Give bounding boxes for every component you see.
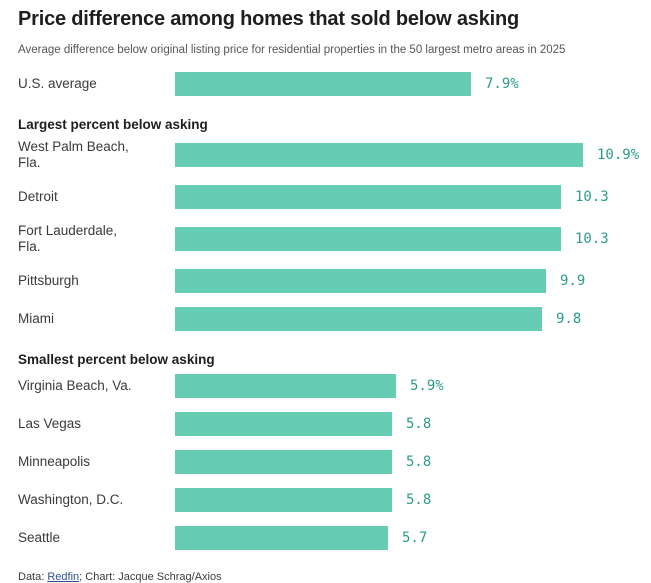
bar [175, 306, 542, 331]
category-label: Fort Lauderdale, Fla. [18, 223, 175, 255]
value-label: 5.8 [406, 453, 432, 470]
bar-area: 5.8 [175, 487, 432, 512]
category-label: Detroit [18, 189, 175, 205]
value-label: 9.9 [560, 272, 586, 289]
bar [175, 142, 583, 167]
section-header: Smallest percent below asking [18, 351, 215, 367]
bar-row: Fort Lauderdale, Fla. 10.3 [18, 223, 633, 255]
bar [175, 411, 392, 436]
chart-subtitle: Average difference below original listin… [18, 44, 566, 56]
bar-area: 5.7 [175, 525, 428, 550]
redfin-link[interactable]: Redfin [47, 570, 80, 583]
section-header: Largest percent below asking [18, 117, 208, 132]
category-label-text: West Palm Beach, Fla. [18, 139, 129, 170]
category-label: Miami [18, 311, 175, 327]
category-label: West Palm Beach, Fla. [18, 139, 175, 171]
category-label-text: Seattle [18, 529, 61, 545]
category-label-text: Pittsburgh [18, 272, 79, 288]
bar-row: Miami 9.8 [18, 306, 633, 331]
bar [175, 449, 392, 474]
value-label: 5.8 [406, 491, 432, 508]
category-label-text: Detroit [18, 188, 58, 204]
footer-suffix: ; Chart: Jacque Schrag/Axios [79, 570, 222, 583]
category-label-text: Washington, D.C. [18, 491, 124, 507]
bar-row: Washington, D.C. 5.8 [18, 487, 633, 512]
bar-area: 10.3 [175, 184, 609, 209]
bar-area: 5.8 [175, 411, 432, 436]
value-label: 9.8 [556, 310, 582, 327]
value-label: 5.9% [410, 377, 444, 394]
chart-title: Price difference among homes that sold b… [18, 8, 520, 30]
value-label: 10.3 [575, 230, 609, 247]
bar-row: Detroit 10.3 [18, 184, 633, 209]
category-label-text: Miami [18, 310, 54, 326]
category-label-text: U.S. average [18, 76, 97, 92]
category-label-text: Minneapolis [18, 453, 91, 469]
bar [175, 72, 471, 96]
bar-area: 7.9% [175, 72, 519, 96]
category-label: Minneapolis [18, 454, 175, 470]
bar [175, 487, 392, 512]
category-label: U.S. average [18, 76, 175, 92]
footer-prefix: Data: [18, 570, 48, 583]
category-label-text: Fort Lauderdale, Fla. [18, 222, 118, 254]
category-label-text: Virginia Beach, Va. [18, 377, 132, 393]
category-label: Pittsburgh [18, 273, 175, 289]
bar-area: 9.9 [175, 268, 586, 293]
bar [175, 525, 388, 550]
bar-row: Seattle 5.7 [18, 525, 633, 550]
bar-row: Pittsburgh 9.9 [18, 268, 633, 293]
value-label: 7.9% [485, 76, 519, 92]
category-label: Washington, D.C. [18, 492, 175, 508]
bar-row: Minneapolis 5.8 [18, 449, 633, 474]
bar-row: U.S. average 7.9% [18, 72, 633, 96]
bar [175, 184, 561, 209]
bar-row: West Palm Beach, Fla. 10.9% [18, 139, 639, 171]
value-label: 5.8 [406, 415, 432, 432]
bar-area: 10.3 [175, 226, 609, 251]
bar-chart: U.S. average 7.9% Largest percent below as… [18, 72, 639, 550]
footer: Data: Redfin; Chart: Jacque Schrag/Axios [18, 571, 633, 583]
bar [175, 373, 396, 398]
bar [175, 268, 546, 293]
category-label: Seattle [18, 530, 175, 546]
value-label: 10.9% [597, 146, 640, 163]
bar-area: 5.9% [175, 373, 444, 398]
category-label: Las Vegas [18, 416, 175, 432]
category-label-text: Las Vegas [18, 415, 82, 431]
bar-area: 10.9% [175, 142, 640, 167]
bar-area: 5.8 [175, 449, 432, 474]
bar-row: Virginia Beach, Va. 5.9% [18, 373, 633, 398]
category-label: Virginia Beach, Va. [18, 378, 175, 394]
bar [175, 226, 561, 251]
bar-row: Las Vegas 5.8 [18, 411, 633, 436]
value-label: 10.3 [575, 188, 609, 205]
bar-area: 9.8 [175, 306, 582, 331]
value-label: 5.7 [402, 529, 428, 546]
